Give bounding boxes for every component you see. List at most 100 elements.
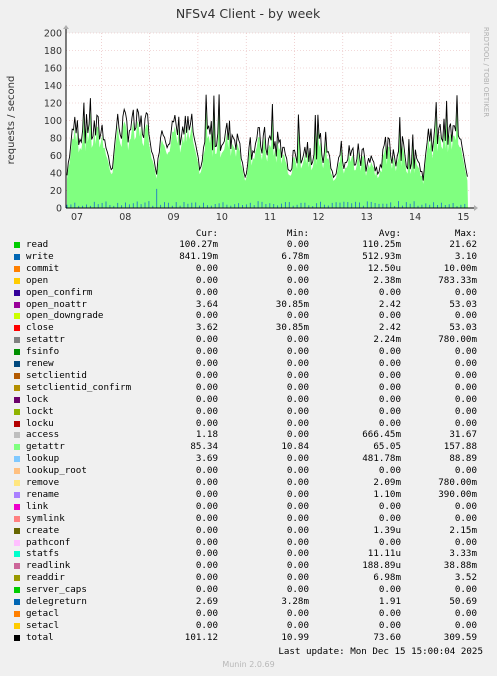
legend-row-readdir: readdir 0.00 0.00 6.98m 3.52	[0, 572, 497, 584]
legend-row-open_noattr: open_noattr 3.64 30.85m 2.42 53.03	[0, 299, 497, 311]
legend-row-create: create 0.00 0.00 1.39u 2.15m	[0, 525, 497, 537]
legend-swatch	[14, 468, 20, 475]
legend-max-value: 0.00	[454, 512, 477, 524]
legend-avg-value: 73.60	[373, 631, 401, 643]
legend-label: total	[26, 631, 54, 643]
legend-row-locku: locku 0.00 0.00 0.00 0.00	[0, 418, 497, 430]
legend-swatch	[14, 372, 20, 379]
legend-avg-value: 0.00	[378, 346, 401, 358]
col-header-max: Max:	[454, 228, 477, 239]
legend-cur-value: 101.12	[184, 631, 218, 643]
legend-cur-value: 0.00	[195, 381, 218, 393]
y-tick-label: 120	[44, 99, 62, 110]
legend-min-value: 0.00	[286, 358, 309, 369]
legend-cur-value: 0.00	[195, 346, 218, 358]
legend-row-lookup: lookup 3.69 0.00 481.78m 88.89	[0, 453, 497, 465]
legend-max-value: 53.03	[449, 322, 477, 334]
legend-label: readlink	[26, 560, 71, 572]
legend-label: fsinfo	[26, 346, 60, 358]
col-header-avg: Avg:	[378, 228, 401, 239]
legend-swatch	[14, 277, 20, 284]
legend-cur-value: 0.00	[195, 358, 218, 369]
legend-min-value: 0.00	[286, 369, 309, 381]
legend-max-value: 390.00m	[438, 488, 477, 500]
legend-min-value: 0.00	[286, 381, 309, 393]
legend-swatch	[14, 432, 20, 439]
legend-row-setclientid_confirm: setclientid_confirm 0.00 0.00 0.00 0.00	[0, 382, 497, 394]
col-header-cur: Cur:	[195, 228, 218, 239]
legend-avg-value: 2.09m	[373, 477, 401, 488]
legend-label: getacl	[26, 607, 60, 619]
legend-row-getattr: getattr 85.34 10.84 65.05 157.88	[0, 441, 497, 453]
legend-cur-value: 3.69	[195, 453, 218, 465]
legend-row-symlink: symlink 0.00 0.00 0.00 0.00	[0, 513, 497, 525]
legend-label: lockt	[26, 405, 54, 417]
x-tick-label: 14	[409, 212, 421, 223]
legend-min-value: 0.00	[286, 477, 309, 488]
legend-max-value: 309.59	[443, 631, 477, 643]
legend-cur-value: 0.00	[195, 572, 218, 584]
legend-avg-value: 0.00	[378, 310, 401, 322]
legend-row-getacl: getacl 0.00 0.00 0.00 0.00	[0, 608, 497, 620]
legend-swatch	[14, 527, 20, 534]
legend-cur-value: 1.18	[195, 429, 218, 441]
legend-min-value: 0.00	[286, 488, 309, 500]
legend-max-value: 0.00	[454, 346, 477, 358]
legend-label: write	[26, 250, 54, 262]
legend-max-value: 780.00m	[438, 477, 477, 488]
legend-swatch	[14, 599, 20, 605]
legend-avg-value: 0.00	[378, 393, 401, 405]
x-tick-label: 08	[119, 212, 131, 223]
legend-avg-value: 1.39u	[373, 524, 401, 536]
legend-min-value: 0.00	[286, 536, 309, 548]
legend-label: server_caps	[26, 584, 87, 596]
legend-avg-value: 1.91	[378, 596, 401, 607]
legend-row-statfs: statfs 0.00 0.00 11.11u 3.33m	[0, 548, 497, 560]
y-tick-label: 40	[50, 169, 62, 180]
legend-max-value: 783.33m	[438, 274, 477, 286]
legend-cur-value: 100.27m	[179, 239, 218, 250]
legend-avg-value: 6.98m	[373, 572, 401, 584]
legend-avg-value: 1.10m	[373, 488, 401, 500]
legend-cur-value: 0.00	[195, 393, 218, 405]
legend-label: commit	[26, 262, 60, 274]
legend-avg-value: 2.42	[378, 298, 401, 310]
x-tick-label: 09	[168, 212, 180, 223]
legend-max-value: 0.00	[454, 381, 477, 393]
legend-label: read	[26, 239, 49, 250]
legend-swatch	[14, 420, 20, 427]
legend-row-rename: rename 0.00 0.00 1.10m 390.00m	[0, 489, 497, 501]
legend-row-lock: lock 0.00 0.00 0.00 0.00	[0, 394, 497, 406]
legend-avg-value: 11.11u	[367, 548, 401, 560]
legend-label: pathconf	[26, 536, 71, 548]
legend-max-value: 0.00	[454, 465, 477, 477]
legend-avg-value: 0.00	[378, 381, 401, 393]
legend-swatch	[14, 610, 20, 617]
legend-swatch	[14, 551, 20, 558]
legend-swatch	[14, 587, 20, 594]
legend-cur-value: 0.00	[195, 286, 218, 298]
legend-min-value: 6.78m	[281, 250, 309, 262]
legend-swatch	[14, 301, 20, 308]
legend-swatch	[14, 337, 20, 344]
legend-cur-value: 0.00	[195, 524, 218, 536]
legend-avg-value: 0.00	[378, 369, 401, 381]
y-axis-arrow	[63, 25, 69, 29]
legend-row-lookup_root: lookup_root 0.00 0.00 0.00 0.00	[0, 465, 497, 477]
legend-label: lock	[26, 393, 49, 405]
legend-label: open_noattr	[26, 298, 87, 310]
legend-row-delegreturn: delegreturn 2.69 3.28m 1.91 50.69	[0, 596, 497, 608]
legend-label: remove	[26, 477, 60, 488]
legend-max-value: 157.88	[443, 441, 477, 453]
y-tick-label: 60	[50, 151, 62, 162]
legend-cur-value: 0.00	[195, 619, 218, 631]
legend-cur-value: 0.00	[195, 607, 218, 619]
legend-cur-value: 0.00	[195, 417, 218, 429]
legend-swatch	[14, 396, 20, 403]
legend-label: setacl	[26, 619, 60, 631]
legend-max-value: 0.00	[454, 286, 477, 298]
legend-max-value: 0.00	[454, 369, 477, 381]
munin-version: Munin 2.0.69	[222, 660, 275, 669]
legend-max-value: 88.89	[449, 453, 477, 465]
legend-swatch	[14, 515, 20, 522]
